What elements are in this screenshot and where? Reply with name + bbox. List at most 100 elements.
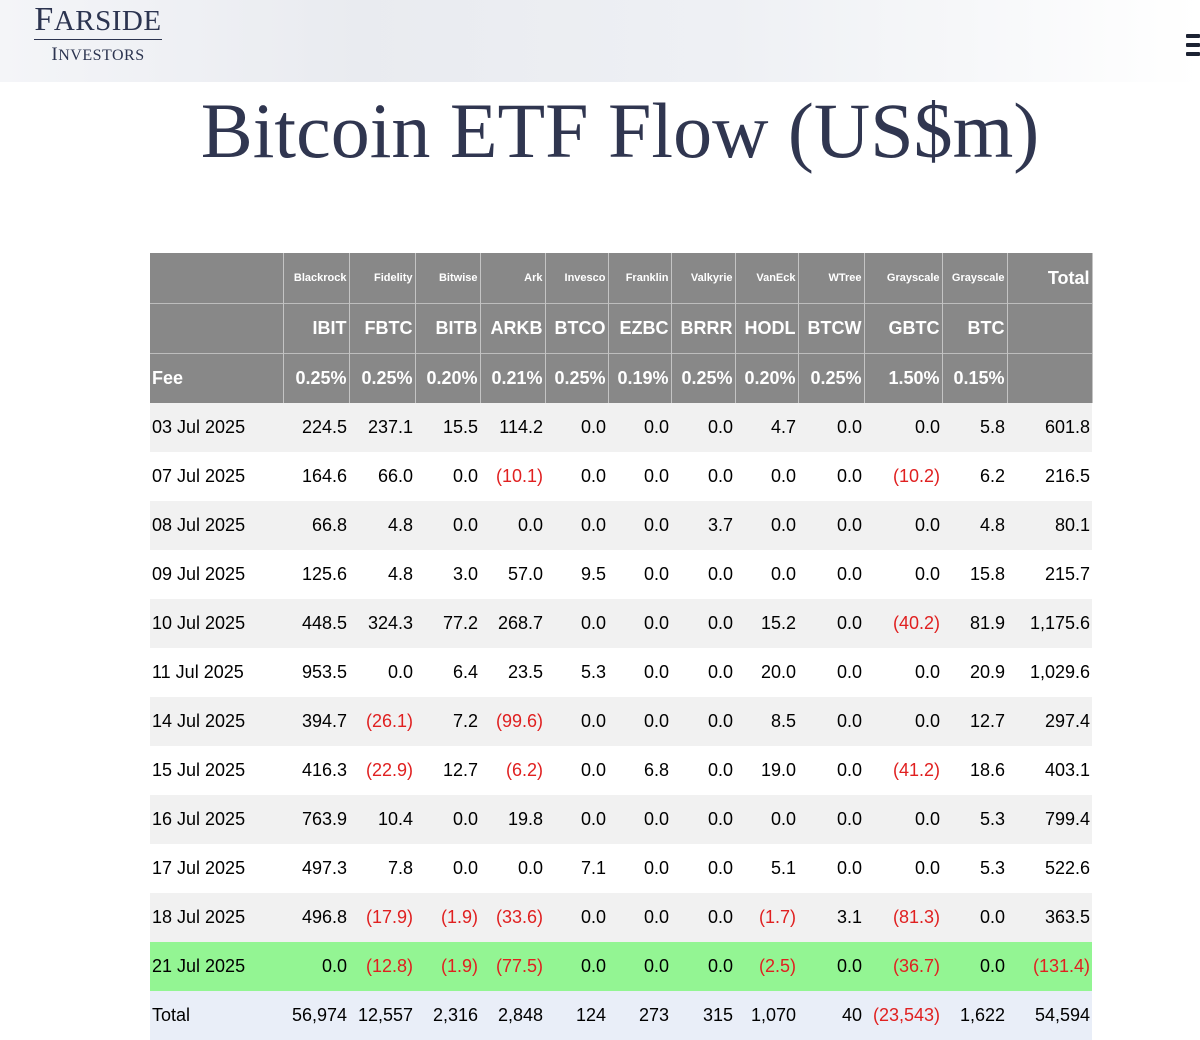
total-value: 40 [841,1005,862,1025]
flow-value: 0.0 [836,613,862,633]
flow-value: (33.6) [495,907,543,927]
issuer-header: Ark [480,253,546,303]
totals-label: Total [152,1005,191,1025]
flow-value: 19.8 [507,809,543,829]
flow-value: 0.0 [914,662,940,682]
table-row: 16 Jul 2025 763.9 10.4 0.0 19.8 0.0 0.0 0.0 0.0 0… [150,795,1092,844]
ticker-header: ARKB [480,303,546,353]
hamburger-menu-icon[interactable] [1186,34,1200,64]
logo-rule [34,39,162,40]
table-row: 10 Jul 2025 448.5 324.3 77.2 268.7 0.0 0.0 0.0 1… [150,599,1092,648]
flow-value: 0.0 [643,564,669,584]
flow-value: (2.5) [758,956,796,976]
total-value: 1,070 [750,1005,796,1025]
flow-value: 0.0 [643,711,669,731]
flow-value: 15.5 [442,417,478,437]
row-total: 522.6 [1044,858,1090,878]
flow-value: (22.9) [365,760,413,780]
issuer-header: Blackrock [283,253,350,303]
flow-value: 0.0 [580,711,606,731]
flow-value: (10.2) [892,466,940,486]
flow-value: 12.7 [969,711,1005,731]
row-date: 18 Jul 2025 [152,907,246,927]
flow-value: 6.4 [452,662,478,682]
flow-value: 8.5 [770,711,796,731]
flow-value: 7.2 [452,711,478,731]
site-header: FARSIDE INVESTORS [0,0,1200,82]
flow-value: 0.0 [643,956,669,976]
flow-value: 77.2 [442,613,478,633]
flow-value: 0.0 [452,466,478,486]
flow-value: 0.0 [836,809,862,829]
flow-value: 7.1 [580,858,606,878]
flow-value: (41.2) [892,760,940,780]
page-title: Bitcoin ETF Flow (US$m) [200,87,1040,174]
flow-value: 4.8 [387,564,413,584]
ticker-header: GBTC [864,303,943,353]
row-total: 216.5 [1044,466,1090,486]
flow-value: 114.2 [499,417,543,437]
flow-value: 125.6 [301,564,347,584]
flow-value: 3.7 [707,515,733,535]
flow-value: 0.0 [643,662,669,682]
flow-value: 0.0 [643,466,669,486]
etf-table-body: 03 Jul 2025 224.5 237.1 15.5 114.2 0.0 0.0 0.0 4… [150,403,1092,1040]
issuer-header: Franklin [608,253,672,303]
flow-value: 0.0 [707,466,733,486]
ticker-header: BTCW [798,303,865,353]
total-column-header: Total [1007,253,1093,303]
flow-value: 763.9 [301,809,347,829]
fee-value: 0.25% [349,353,416,403]
row-date: 15 Jul 2025 [152,760,246,780]
total-value: 2,848 [497,1005,543,1025]
total-value: 1,622 [959,1005,1005,1025]
flow-value: 20.0 [760,662,796,682]
flow-value: 66.8 [311,515,347,535]
flow-value: 0.0 [836,515,862,535]
row-total: 80.1 [1054,515,1090,535]
flow-value: (17.9) [365,907,413,927]
total-value: 315 [702,1005,733,1025]
flow-value: 268.7 [497,613,543,633]
row-date: 08 Jul 2025 [152,515,246,535]
flow-value: 5.1 [770,858,796,878]
flow-value: 23.5 [507,662,543,682]
flow-value: 5.3 [979,809,1005,829]
flow-value: 0.0 [580,515,606,535]
flow-value: 324.3 [367,613,413,633]
row-total: 799.4 [1044,809,1090,829]
table-row: 15 Jul 2025 416.3 (22.9) 12.7 (6.2) 0.0 6.8 0.0… [150,746,1092,795]
row-date: 09 Jul 2025 [152,564,246,584]
row-total: 297.4 [1044,711,1090,731]
flow-value: 0.0 [580,466,606,486]
flow-value: (36.7) [892,956,940,976]
flow-value: 5.3 [580,662,606,682]
flow-value: 0.0 [707,907,733,927]
flow-value: 3.1 [836,907,862,927]
flow-value: 3.0 [452,564,478,584]
fee-value: 0.25% [671,353,736,403]
flow-value: 0.0 [914,809,940,829]
flow-value: 0.0 [580,956,606,976]
flow-value: 0.0 [836,956,862,976]
flow-value: 0.0 [707,760,733,780]
issuer-header: Grayscale [864,253,943,303]
flow-value: 12.7 [442,760,478,780]
flow-value: 0.0 [770,564,796,584]
flow-value: (1.9) [440,956,478,976]
flow-value: 0.0 [836,760,862,780]
logo-wordmark: FARSIDE [34,1,162,38]
total-value: 2,316 [432,1005,478,1025]
flow-value: 0.0 [707,564,733,584]
total-value: 54,594 [1034,1005,1090,1025]
farside-logo[interactable]: FARSIDE INVESTORS [34,1,162,66]
flow-value: 497.3 [301,858,347,878]
flow-value: 0.0 [836,858,862,878]
flow-value: 0.0 [580,907,606,927]
flow-value: 4.8 [387,515,413,535]
flow-value: 0.0 [770,515,796,535]
flow-value: 4.8 [979,515,1005,535]
flow-value: 0.0 [914,515,940,535]
table-row: 11 Jul 2025 953.5 0.0 6.4 23.5 5.3 0.0 0.0 20.0 0… [150,648,1092,697]
flow-value: 0.0 [836,564,862,584]
